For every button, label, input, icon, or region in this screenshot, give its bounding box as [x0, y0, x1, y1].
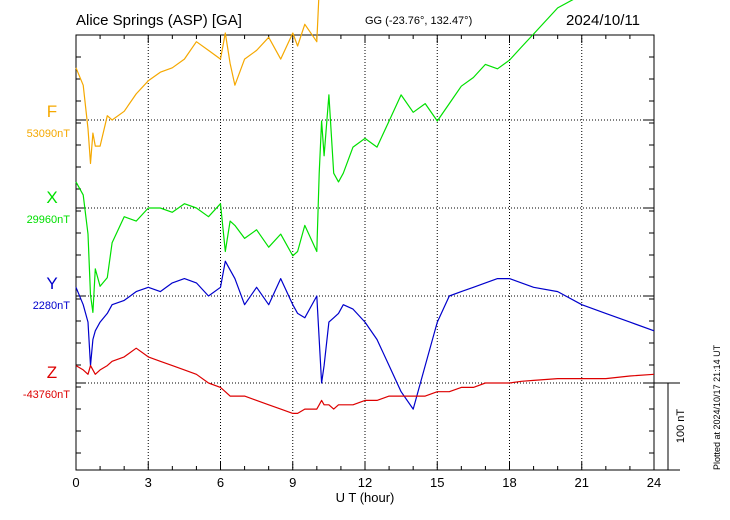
series-line-y — [75, 260, 655, 410]
series-name-x: X — [46, 188, 57, 207]
series-baseline-f: 53090nT — [27, 128, 71, 140]
x-tick-label: 21 — [575, 475, 589, 490]
x-tick-label: 9 — [289, 475, 296, 490]
coords-label: GG (-23.76°, 132.47°) — [365, 15, 473, 27]
x-tick-label: 3 — [145, 475, 152, 490]
plotted-at-label: Plotted at 2024/10/17 21:14 UT — [712, 344, 722, 470]
series-name-y: Y — [46, 274, 57, 293]
series-line-f — [75, 0, 320, 165]
series-name-z: Z — [47, 363, 57, 382]
x-tick-label: 24 — [647, 475, 661, 490]
series-baseline-x: 29960nT — [27, 214, 71, 226]
series-line-x — [75, 0, 574, 313]
x-tick-label: 6 — [217, 475, 224, 490]
x-axis-label: U T (hour) — [336, 490, 395, 505]
series-baseline-y: 2280nT — [33, 300, 71, 312]
series-name-f: F — [47, 102, 57, 121]
x-tick-label: 12 — [358, 475, 372, 490]
x-tick-label: 0 — [72, 475, 79, 490]
scale-bar-label: 100 nT — [675, 409, 687, 444]
x-tick-label: 15 — [430, 475, 444, 490]
date-label: 2024/10/11 — [566, 12, 640, 29]
series-line-z — [75, 347, 655, 414]
x-tick-label: 18 — [502, 475, 516, 490]
station-title: Alice Springs (ASP) [GA] — [76, 12, 242, 29]
series-baseline-z: -43760nT — [23, 389, 70, 401]
